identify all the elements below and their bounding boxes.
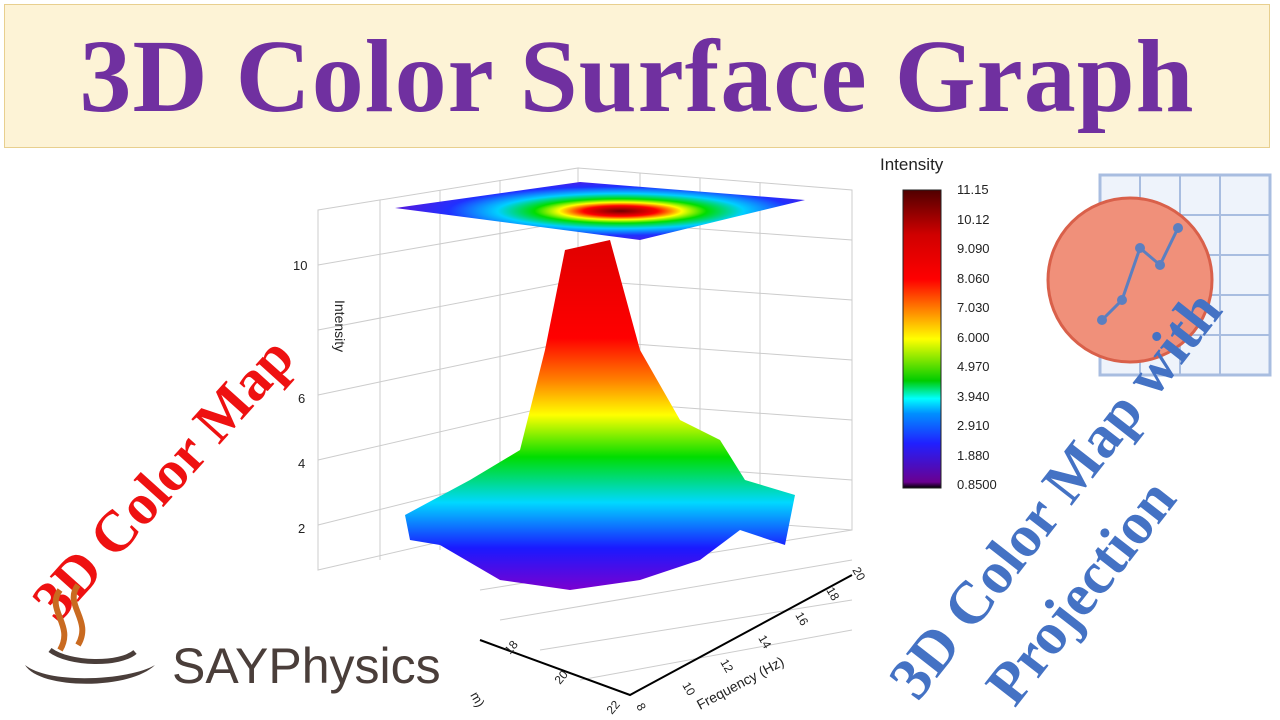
y-ticks: 8 10 12 14 16 18 20 — [633, 565, 868, 714]
svg-text:20: 20 — [849, 565, 868, 584]
z-tick: 6 — [298, 391, 305, 406]
logo-text: SAYPhysics — [172, 638, 441, 694]
graph-app-icon — [1046, 173, 1272, 377]
svg-text:20: 20 — [552, 667, 572, 686]
z-tick: 2 — [298, 521, 305, 536]
title-banner: 3D Color Surface Graph — [4, 4, 1270, 148]
x-ticks: 18 20 22 — [502, 637, 624, 716]
colorbar — [902, 189, 942, 489]
svg-text:16: 16 — [792, 610, 811, 629]
surface-chart: 10 6 4 2 Intensity Frequency (Hz) m) 8 1… — [293, 167, 942, 717]
floor-axes — [479, 574, 853, 697]
x-axis-label: m) — [467, 689, 488, 710]
svg-text:10: 10 — [679, 680, 698, 699]
colorbar-title: Intensity — [880, 155, 944, 174]
title: 3D Color Surface Graph — [79, 18, 1195, 134]
svg-text:8: 8 — [633, 701, 649, 714]
surface — [405, 240, 795, 590]
steam-logo-icon — [25, 583, 155, 684]
svg-text:14: 14 — [755, 633, 774, 652]
z-ticks: 10 6 4 2 — [293, 258, 307, 536]
z-axis-label: Intensity — [332, 300, 348, 352]
z-tick: 4 — [298, 456, 305, 471]
svg-text:22: 22 — [604, 697, 624, 716]
z-tick: 10 — [293, 258, 307, 273]
svg-text:18: 18 — [823, 585, 842, 604]
projection-contour — [395, 182, 805, 240]
svg-text:12: 12 — [717, 657, 736, 676]
y-axis-label: Frequency (Hz) — [694, 653, 787, 712]
